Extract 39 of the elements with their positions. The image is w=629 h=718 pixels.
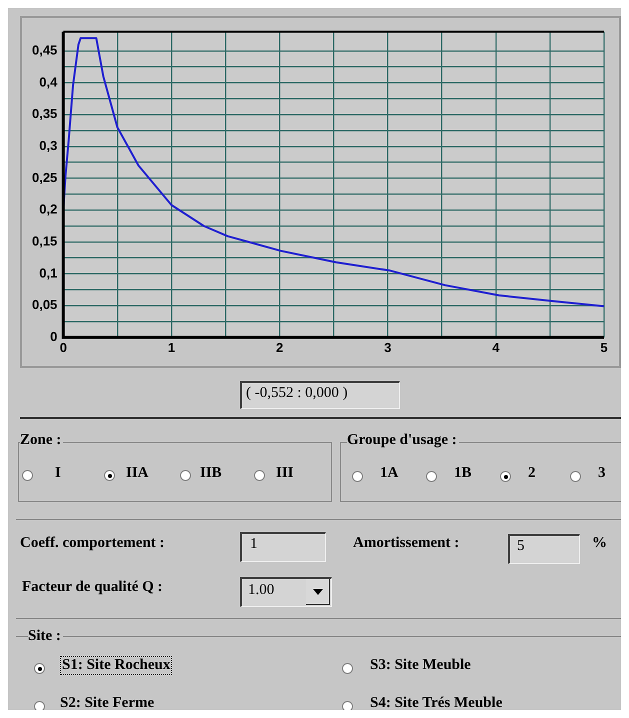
text: Groupe d'usage : — [347, 432, 459, 449]
text: 1 — [250, 536, 258, 553]
text: ( -0,552 : 0,000 ) — [246, 385, 348, 402]
x-tick-label: 1 — [168, 340, 176, 355]
text: Coeff. comportement : — [20, 535, 165, 552]
text: 5 — [517, 538, 524, 555]
y-tick-label: 0,15 — [32, 233, 58, 248]
text: S4: Site Trés Meuble — [370, 695, 502, 712]
y-tick-label: 0,05 — [32, 297, 58, 312]
text: III — [276, 465, 294, 482]
text: IIA — [126, 465, 149, 482]
text: IIB — [200, 465, 222, 482]
x-tick-label: 3 — [384, 340, 392, 355]
y-tick-label: 0,45 — [32, 42, 58, 58]
text: Site : — [28, 628, 63, 645]
y-tick-label: 0,25 — [32, 170, 58, 185]
text: Amortissement : — [353, 535, 460, 552]
text: Zone : — [20, 432, 64, 449]
y-tick-label: 0,35 — [32, 106, 58, 122]
text: S1: Site Rocheux — [62, 657, 170, 674]
text: 2 — [528, 465, 536, 482]
text: Facteur de qualité Q : — [22, 579, 163, 596]
text: 1B — [454, 465, 472, 482]
text: S2: Site Ferme — [60, 695, 154, 712]
text: I — [55, 465, 61, 482]
y-tick-label: 0,1 — [39, 265, 58, 280]
x-tick-label: 4 — [492, 340, 500, 355]
text: 3 — [598, 465, 606, 482]
text: S3: Site Meuble — [370, 657, 471, 674]
x-tick-label: 0 — [60, 340, 67, 355]
y-tick-label: 0 — [50, 328, 58, 344]
x-tick-label: 5 — [600, 340, 608, 355]
text: 1.00 — [248, 582, 274, 599]
y-tick-label: 0,4 — [39, 74, 58, 90]
y-tick-label: 0,3 — [39, 138, 58, 153]
y-tick-label: 0,2 — [39, 202, 58, 217]
text: 1A — [380, 465, 398, 482]
x-tick-label: 2 — [276, 340, 284, 355]
text: % — [592, 535, 607, 552]
